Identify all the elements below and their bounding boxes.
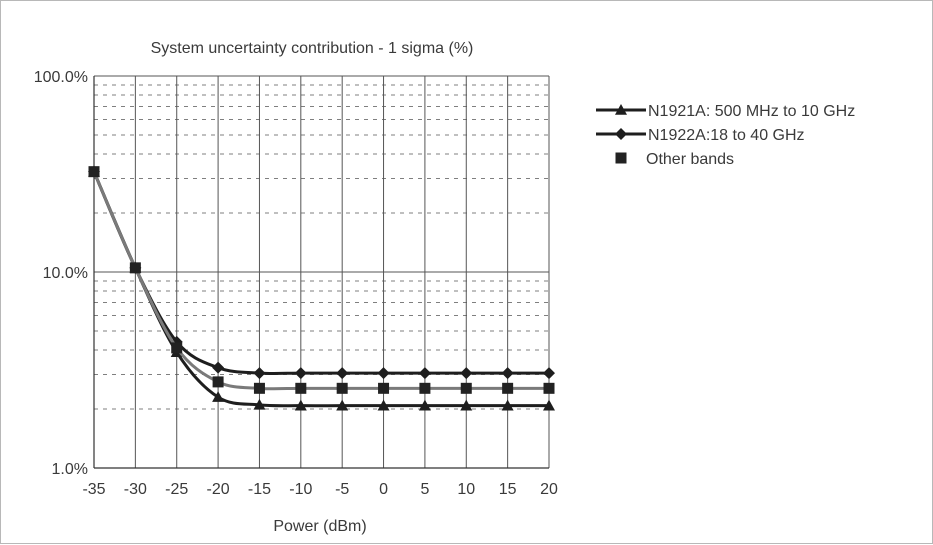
x-tick-label: 0 [379,481,388,498]
legend-triangle-label: N1921A: 500 MHz to 10 GHz [648,103,855,120]
square-series-point [129,262,141,274]
x-tick-label: -30 [124,481,147,498]
x-tick-label: 10 [457,481,475,498]
diamond-series-point [336,367,349,380]
series-lines [88,165,555,411]
square-series-point [502,382,514,394]
square-series-point [419,382,431,394]
triangle-series-point [543,399,555,411]
square-series-point [88,166,100,178]
square-series-point [543,382,555,394]
square-series-point [295,382,307,394]
triangle-series-point [377,399,390,411]
y-tick-label: 1.0% [52,461,88,478]
diamond-series-point [543,367,555,380]
triangle-series-point [501,399,514,411]
diamond-series-point [377,367,390,380]
x-tick-label: -10 [289,481,312,498]
x-tick-label: 20 [540,481,558,498]
triangle-series-point [460,399,473,411]
x-tick-label: -25 [165,481,188,498]
triangle-series-point [418,399,431,411]
square-series-point [460,382,472,394]
triangle-series-point [336,399,349,411]
triangle-series-line [92,171,549,408]
x-tick-label: 5 [420,481,429,498]
square-series-point [253,382,265,394]
x-tick-label: 15 [499,481,517,498]
diamond-series-point [460,367,473,380]
x-tick-label: -5 [335,481,349,498]
diamond-series-line [92,171,549,375]
triangle-series-point [212,391,225,402]
square-series-point [336,382,348,394]
square-series-point [171,342,183,354]
legend-diamond-label: N1922A:18 to 40 GHz [648,127,805,144]
square-series-line [92,171,549,391]
diamond-series-point [294,367,307,380]
chart-title: System uncertainty contribution - 1 sigm… [151,40,474,57]
x-tick-label: -20 [207,481,230,498]
y-tick-label: 10.0% [43,265,88,282]
legend-diamond-marker [615,128,627,140]
legend: N1921A: 500 MHz to 10 GHz N1922A:18 to 40… [596,103,855,168]
x-axis-label: Power (dBm) [273,518,366,535]
legend-square-marker [615,152,627,164]
triangle-series-point [253,398,266,410]
triangle-series-point [294,399,307,411]
x-tick-label: -35 [82,481,105,498]
x-tick-label: -15 [248,481,271,498]
legend-triangle-marker [615,104,627,115]
axes: 1.0% 10.0% 100.0% -35 -30 -25 -20 -15 -10 -5 0 5 10 1… [34,69,558,498]
diamond-series-point [212,361,225,374]
legend-square-label: Other bands [646,151,734,168]
diamond-series-point [253,367,266,380]
diamond-series-point [501,367,514,380]
square-series-point [212,376,224,388]
square-series-point [378,382,390,394]
grid [93,75,550,469]
y-tick-label: 100.0% [34,69,88,86]
diamond-series-point [418,367,431,380]
